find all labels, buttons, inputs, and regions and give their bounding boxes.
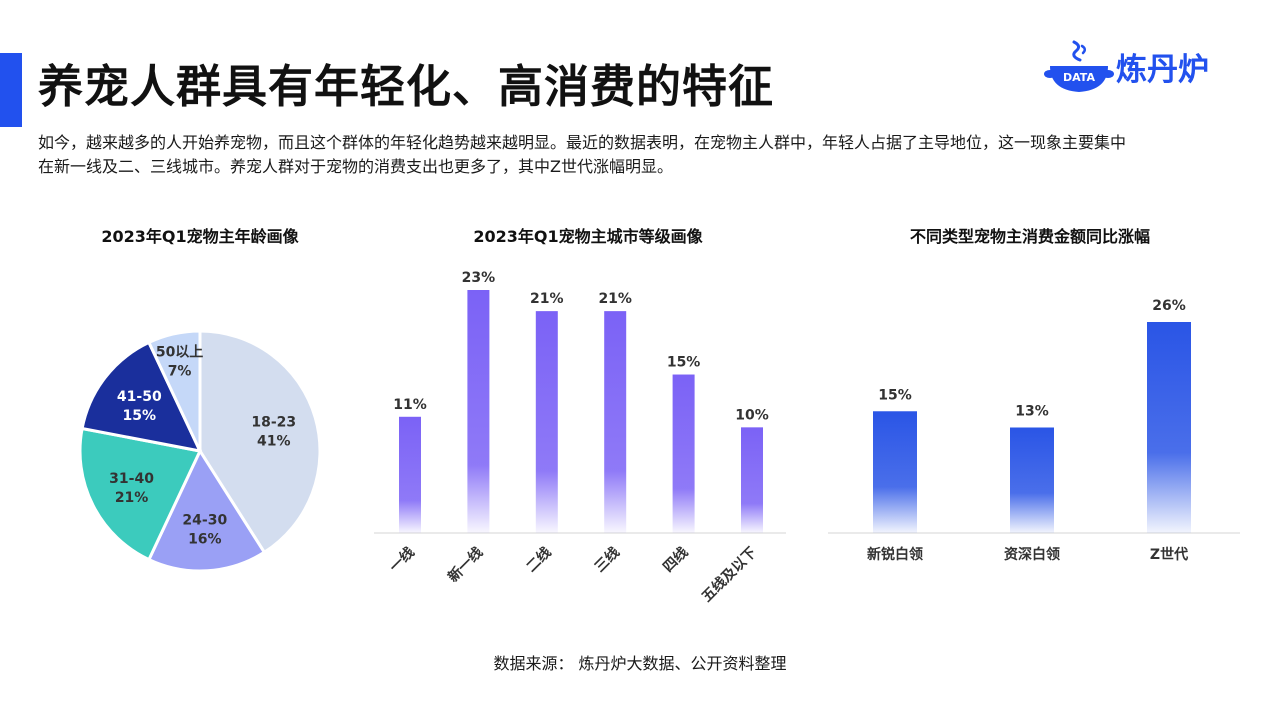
consumption-bar-value-资深白领: 13% <box>1015 404 1049 420</box>
city-bar-value-一线: 11% <box>393 397 427 413</box>
logo: DATA 炼丹炉 <box>1042 38 1242 98</box>
pie-slice-41-50 <box>80 340 203 454</box>
consumption-bar-新锐白领 <box>873 411 917 533</box>
age-pie-chart: 18-23 41% 24-30 16% 31-40 21% 41-50 15% 50以上 7% <box>78 329 322 573</box>
city-bar-新一线 <box>467 290 490 533</box>
pie-slice-31-40 <box>78 426 203 562</box>
city-bar-value-新一线: 23% <box>462 270 496 286</box>
city-bar-五线及以下 <box>741 427 763 533</box>
consumption-bar-Z世代 <box>1147 322 1191 533</box>
city-category-四线: 四线 <box>660 544 692 576</box>
logo-cauldron-icon: DATA <box>1044 40 1114 92</box>
consumption-category-新锐白领: 新锐白领 <box>867 546 923 563</box>
city-bar-四线 <box>672 374 695 533</box>
pie-label-24-30: 24-30 <box>182 513 227 529</box>
consumption-category-资深白领: 资深白领 <box>1004 546 1060 563</box>
consumption-bar-value-新锐白领: 15% <box>878 387 912 403</box>
pie-value-31-40: 21% <box>115 490 149 506</box>
pie-label-50以上: 50以上 <box>156 345 203 361</box>
city-category-二线: 二线 <box>523 544 555 576</box>
age-chart-title: 2023年Q1宠物主年龄画像 <box>101 227 299 246</box>
city-bar-一线 <box>399 416 421 533</box>
city-category-三线: 三线 <box>591 544 623 576</box>
pie-slice-50以上 <box>146 329 202 452</box>
pie-label-31-40: 31-40 <box>109 471 154 487</box>
pie-value-50以上: 7% <box>168 364 192 380</box>
city-bar-value-二线: 21% <box>530 291 564 307</box>
city-category-五线及以下: 五线及以下 <box>698 544 760 606</box>
pie-label-18-23: 18-23 <box>251 415 296 431</box>
consumption-bar-chart: 15% 新锐白领 13% 资深白领 26% Z世代 <box>828 298 1240 563</box>
city-bar-value-四线: 15% <box>667 355 701 371</box>
consumption-bar-资深白领 <box>1010 427 1054 533</box>
consumption-chart-title: 不同类型宠物主消费金额同比涨幅 <box>909 227 1150 246</box>
pie-value-18-23: 41% <box>257 434 291 450</box>
city-category-一线: 一线 <box>386 544 418 576</box>
city-bar-value-三线: 21% <box>598 291 632 307</box>
pie-value-41-50: 15% <box>123 408 157 424</box>
intro-paragraph: 如今，越来越多的人开始养宠物，而且这个群体的年轻化趋势越来越明显。最近的数据表明… <box>38 133 1127 176</box>
city-category-新一线: 新一线 <box>445 544 487 586</box>
city-bar-chart: 11% 一线 23% 新一线 21% 二线 21% 三线 15% 四线 10% 五线及以下 <box>374 270 786 606</box>
city-chart-title: 2023年Q1宠物主城市等级画像 <box>473 227 703 246</box>
pie-label-41-50: 41-50 <box>117 389 162 405</box>
pie-slice-24-30 <box>146 447 267 573</box>
city-bar-三线 <box>604 311 627 533</box>
logo-text: 炼丹炉 <box>1116 52 1209 88</box>
consumption-category-Z世代: Z世代 <box>1150 546 1188 563</box>
pie-value-24-30: 16% <box>188 532 222 548</box>
data-source: 数据来源： 炼丹炉大数据、公开资料整理 <box>493 654 787 673</box>
city-bar-value-五线及以下: 10% <box>735 407 769 423</box>
title-accent-bar <box>0 53 22 127</box>
city-bar-二线 <box>535 311 558 533</box>
consumption-bar-value-Z世代: 26% <box>1152 298 1186 314</box>
logo-badge: DATA <box>1063 71 1095 84</box>
page-title: 养宠人群具有年轻化、高消费的特征 <box>38 60 775 113</box>
